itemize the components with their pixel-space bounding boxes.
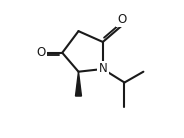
Text: O: O	[36, 46, 45, 59]
Text: N: N	[98, 63, 107, 75]
Polygon shape	[75, 72, 82, 96]
Text: O: O	[117, 13, 126, 26]
